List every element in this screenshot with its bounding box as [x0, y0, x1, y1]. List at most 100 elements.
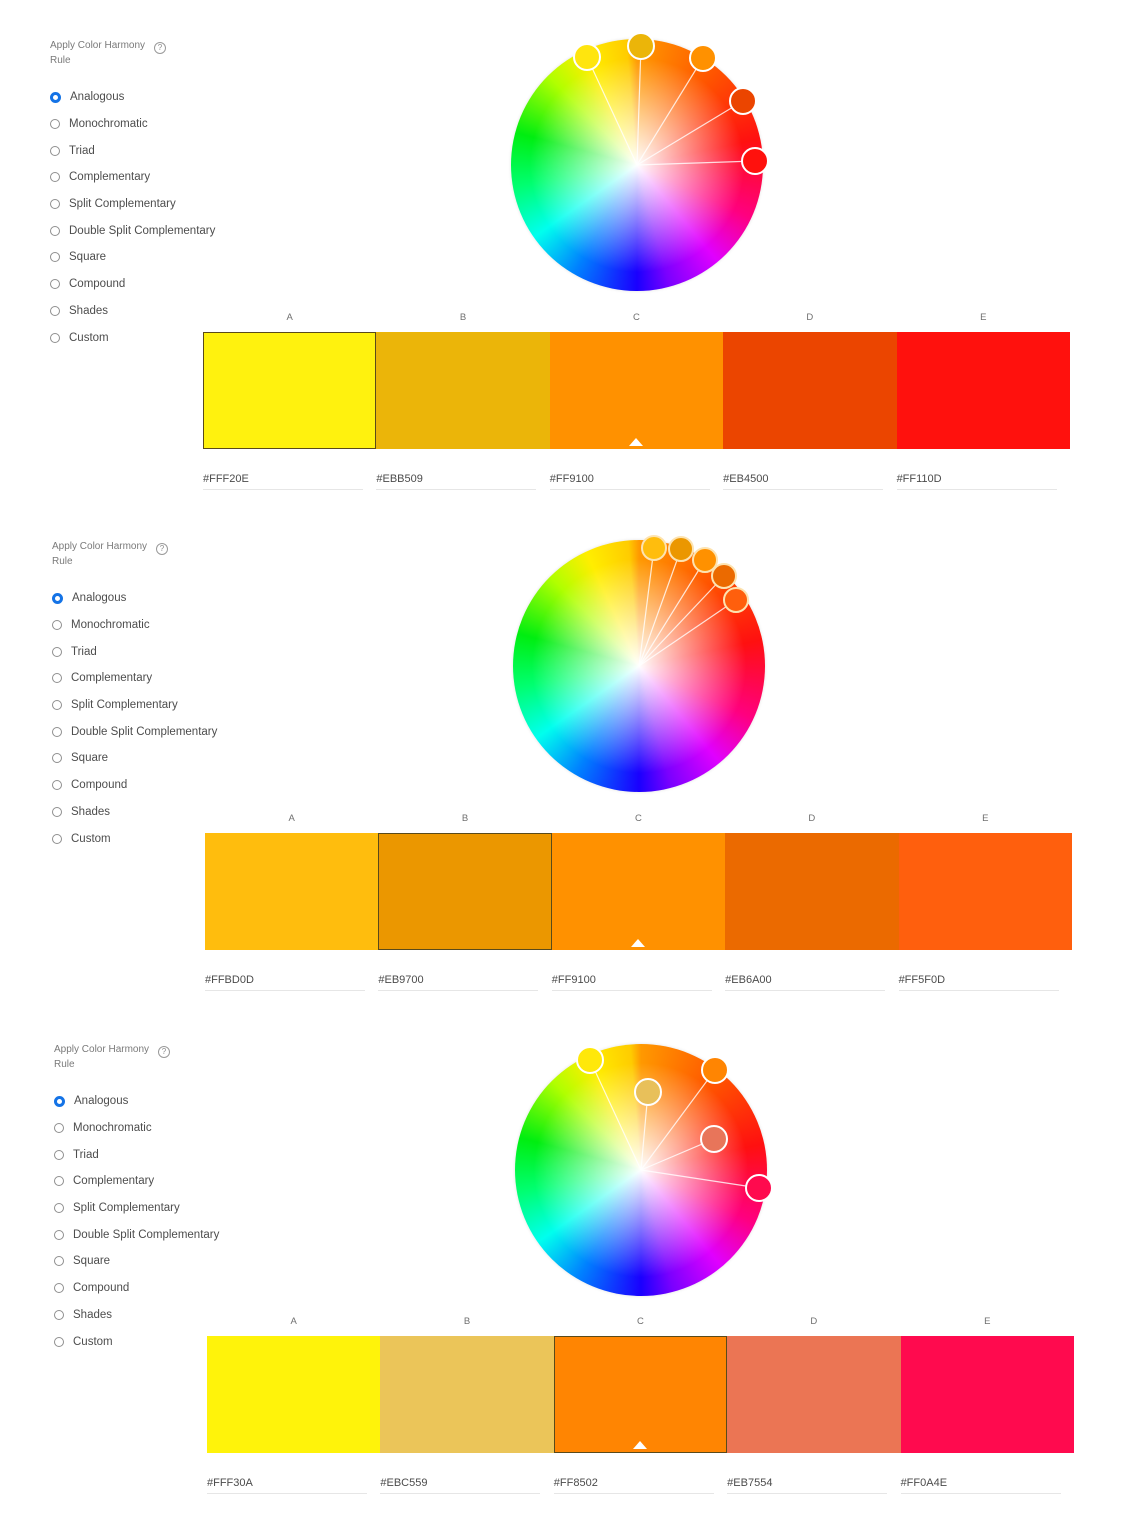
swatch-e[interactable]	[900, 1336, 1074, 1453]
radio-icon[interactable]	[54, 1309, 64, 1320]
color-wheel[interactable]	[515, 1044, 773, 1296]
swatch-d[interactable]	[727, 1336, 901, 1453]
swatch-letter: E	[984, 1316, 991, 1327]
option-compound[interactable]: Compound	[54, 1275, 229, 1302]
option-complementary[interactable]: Complementary	[52, 665, 227, 692]
radio-icon[interactable]	[52, 780, 62, 791]
swatch-e[interactable]	[896, 332, 1070, 449]
option-analogous[interactable]: Analogous	[52, 585, 227, 612]
option-compound[interactable]: Compound	[50, 271, 225, 298]
swatch-c[interactable]	[549, 332, 724, 449]
radio-icon[interactable]	[50, 145, 60, 156]
option-shades[interactable]: Shades	[54, 1302, 229, 1329]
handle-d	[711, 563, 737, 589]
swatch-d[interactable]	[725, 833, 899, 950]
option-triad[interactable]: Triad	[54, 1141, 229, 1168]
option-complementary[interactable]: Complementary	[50, 164, 225, 191]
hex-field-e[interactable]: #FF5F0D	[898, 974, 1059, 991]
hex-field-d[interactable]: #EB7554	[727, 1477, 888, 1494]
hex-field-c[interactable]: #FF9100	[551, 974, 712, 991]
help-icon[interactable]: ?	[154, 42, 166, 54]
option-monochromatic[interactable]: Monochromatic	[54, 1115, 229, 1142]
hex-field-a[interactable]: #FFF20E	[203, 473, 363, 490]
option-shades[interactable]: Shades	[50, 298, 225, 325]
radio-icon[interactable]	[54, 1256, 64, 1267]
radio-icon[interactable]	[52, 753, 62, 764]
swatch-c[interactable]	[553, 1336, 728, 1453]
hex-field-d[interactable]: #EB4500	[723, 473, 884, 490]
radio-selected-icon[interactable]	[54, 1095, 65, 1107]
radio-icon[interactable]	[52, 620, 62, 631]
hex-field-e[interactable]: #FF110D	[896, 473, 1057, 490]
help-icon[interactable]: ?	[156, 543, 168, 555]
radio-icon[interactable]	[50, 225, 60, 236]
swatch-letter: B	[463, 1316, 471, 1327]
option-analogous[interactable]: Analogous	[50, 84, 225, 111]
option-custom[interactable]: Custom	[50, 324, 225, 351]
option-square[interactable]: Square	[54, 1248, 229, 1275]
option-compound[interactable]: Compound	[52, 772, 227, 799]
swatch-b[interactable]	[376, 332, 550, 449]
option-triad[interactable]: Triad	[50, 137, 225, 164]
option-shades[interactable]: Shades	[52, 799, 227, 826]
option-split-complementary[interactable]: Split Complementary	[54, 1195, 229, 1222]
option-custom[interactable]: Custom	[52, 825, 227, 852]
radio-icon[interactable]	[52, 700, 62, 711]
swatch-e[interactable]	[898, 833, 1072, 950]
radio-icon[interactable]	[50, 119, 60, 130]
option-complementary[interactable]: Complementary	[54, 1168, 229, 1195]
option-analogous[interactable]: Analogous	[54, 1088, 229, 1115]
color-wheel[interactable]	[513, 535, 765, 792]
hex-field-c[interactable]: #FF9100	[549, 473, 710, 490]
hex-field-b[interactable]: #EB9700	[378, 974, 539, 991]
hex-field-d[interactable]: #EB6A00	[725, 974, 886, 991]
option-monochromatic[interactable]: Monochromatic	[52, 612, 227, 639]
swatch-b[interactable]	[378, 833, 552, 950]
radio-icon[interactable]	[52, 646, 62, 657]
radio-icon[interactable]	[50, 172, 60, 183]
radio-icon[interactable]	[54, 1336, 64, 1347]
radio-icon[interactable]	[50, 279, 60, 290]
option-double-split-complementary[interactable]: Double Split Complementary	[52, 718, 227, 745]
radio-icon[interactable]	[50, 199, 60, 210]
option-triad[interactable]: Triad	[52, 638, 227, 665]
radio-icon[interactable]	[52, 806, 62, 817]
hex-field-a[interactable]: #FFBD0D	[205, 974, 365, 991]
swatch-a[interactable]	[207, 1336, 381, 1453]
radio-icon[interactable]	[54, 1123, 64, 1134]
option-double-split-complementary[interactable]: Double Split Complementary	[50, 217, 225, 244]
hex-field-e[interactable]: #FF0A4E	[900, 1477, 1061, 1494]
swatch-a[interactable]	[205, 833, 379, 950]
hex-field-b[interactable]: #EBB509	[376, 473, 537, 490]
radio-icon[interactable]	[50, 305, 60, 316]
color-wheel[interactable]	[511, 32, 769, 291]
help-icon[interactable]: ?	[158, 1046, 170, 1058]
swatch-b[interactable]	[380, 1336, 554, 1453]
swatch-d[interactable]	[723, 332, 897, 449]
radio-icon[interactable]	[54, 1283, 64, 1294]
hex-field-c[interactable]: #FF8502	[553, 1477, 714, 1494]
radio-icon[interactable]	[54, 1203, 64, 1214]
hex-field-b[interactable]: #EBC559	[380, 1477, 541, 1494]
radio-icon[interactable]	[52, 833, 62, 844]
option-split-complementary[interactable]: Split Complementary	[50, 191, 225, 218]
option-square[interactable]: Square	[52, 745, 227, 772]
swatch-c[interactable]	[551, 833, 726, 950]
handle-e	[723, 587, 749, 613]
option-split-complementary[interactable]: Split Complementary	[52, 692, 227, 719]
radio-selected-icon[interactable]	[50, 91, 61, 103]
hex-field-a[interactable]: #FFF30A	[207, 1477, 367, 1494]
option-custom[interactable]: Custom	[54, 1328, 229, 1355]
swatch-a[interactable]	[203, 332, 377, 449]
radio-icon[interactable]	[54, 1229, 64, 1240]
option-double-split-complementary[interactable]: Double Split Complementary	[54, 1221, 229, 1248]
option-square[interactable]: Square	[50, 244, 225, 271]
option-monochromatic[interactable]: Monochromatic	[50, 111, 225, 138]
radio-icon[interactable]	[50, 332, 60, 343]
radio-icon[interactable]	[52, 726, 62, 737]
radio-icon[interactable]	[52, 673, 62, 684]
radio-icon[interactable]	[54, 1176, 64, 1187]
radio-icon[interactable]	[50, 252, 60, 263]
radio-selected-icon[interactable]	[52, 592, 63, 604]
radio-icon[interactable]	[54, 1149, 64, 1160]
